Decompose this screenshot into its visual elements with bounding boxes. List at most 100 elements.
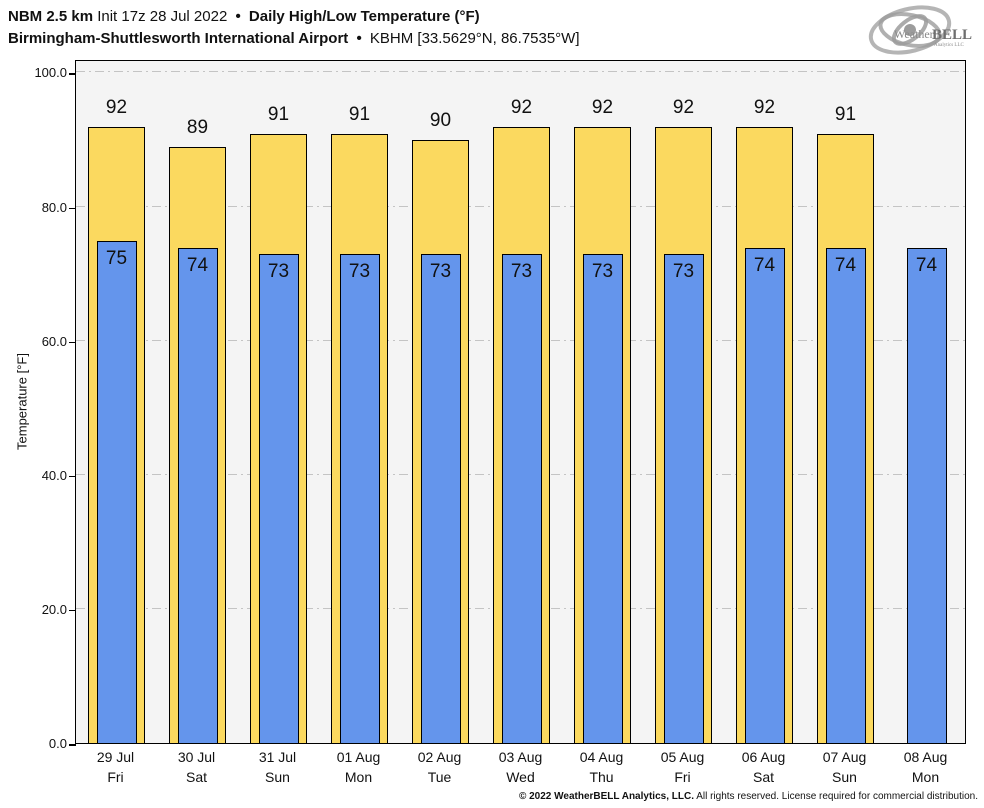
bar-group-31-Jul: 91 73 xyxy=(238,61,319,744)
x-label-day: Fri xyxy=(107,769,124,785)
product-title: Daily High/Low Temperature (°F) xyxy=(248,8,480,25)
x-tick-label-05-Aug: 05 Aug Fri xyxy=(642,747,723,787)
bar-group-01-Aug: 91 73 xyxy=(319,61,400,744)
y-tick-label-40: 40.0 xyxy=(41,467,67,483)
bar-group-02-Aug: 90 73 xyxy=(400,61,481,744)
x-tick-label-29-Jul: 29 Jul Fri xyxy=(75,747,156,787)
x-tick-label-31-Jul: 31 Jul Sun xyxy=(237,747,318,787)
copyright-footer: © 2022 WeatherBELL Analytics, LLC. All r… xyxy=(519,791,978,802)
low-value-label: 75 xyxy=(105,248,128,270)
bar-group-05-Aug: 92 73 xyxy=(643,61,724,744)
x-label-date: 04 Aug xyxy=(579,749,624,765)
copyright-regular: All rights reserved. License required fo… xyxy=(696,791,978,802)
low-bar xyxy=(501,254,542,744)
logo-analytics-text: Analytics LLC xyxy=(934,43,965,48)
x-label-day: Sat xyxy=(752,769,774,785)
y-tick-mark-60 xyxy=(69,341,76,344)
y-tick-mark-20 xyxy=(69,609,76,612)
high-value-label: 90 xyxy=(429,110,452,132)
low-value-label: 74 xyxy=(186,254,209,276)
low-bar xyxy=(96,241,137,744)
bar-group-30-Jul: 89 74 xyxy=(157,61,238,744)
bar-group-03-Aug: 92 73 xyxy=(481,61,562,744)
y-tick-mark-40 xyxy=(69,475,76,478)
high-value-label: 92 xyxy=(591,97,614,119)
y-tick-label-80: 80.0 xyxy=(41,199,67,215)
y-tick-label-60: 60.0 xyxy=(41,333,67,349)
high-value-label: 91 xyxy=(834,103,857,125)
x-label-date: 29 Jul xyxy=(96,749,135,765)
gridline-100 xyxy=(76,71,965,73)
bar-group-07-Aug: 91 74 xyxy=(805,61,886,744)
y-tick-mark-0 xyxy=(69,744,76,746)
low-bar xyxy=(906,247,947,744)
x-label-date: 02 Aug xyxy=(417,749,462,765)
title-line-1: NBM 2.5 km Init 17z 28 Jul 2022 • Daily … xyxy=(8,6,580,28)
x-label-day: Sun xyxy=(265,769,290,785)
x-tick-label-02-Aug: 02 Aug Tue xyxy=(399,747,480,787)
low-value-label: 73 xyxy=(591,261,614,283)
low-bar xyxy=(825,247,866,744)
x-label-date: 30 Jul xyxy=(177,749,216,765)
low-bar xyxy=(420,254,461,744)
y-axis-title: Temperature [°F] xyxy=(14,353,30,450)
low-value-label: 74 xyxy=(915,254,938,276)
x-label-date: 01 Aug xyxy=(336,749,381,765)
low-value-label: 73 xyxy=(672,261,695,283)
x-label-day: Wed xyxy=(506,769,535,785)
low-value-label: 73 xyxy=(348,261,371,283)
bar-group-08-Aug: 74 xyxy=(886,61,967,744)
low-bar xyxy=(339,254,380,744)
x-label-day: Tue xyxy=(427,769,452,785)
bar-group-29-Jul: 92 75 xyxy=(76,61,157,744)
plot-area: 92 75 89 74 91 73 91 73 90 73 92 73 92 73 92 73 92 74 91 74… xyxy=(75,60,966,744)
y-tick-label-0: 0.0 xyxy=(48,736,67,751)
subtitle-separator: • xyxy=(356,30,362,47)
x-label-day: Sat xyxy=(185,769,207,785)
title-line-2: Birmingham-Shuttlesworth International A… xyxy=(8,28,580,50)
x-label-day: Sun xyxy=(832,769,857,785)
high-value-label: 91 xyxy=(348,103,371,125)
low-bar xyxy=(663,254,704,744)
x-tick-label-03-Aug: 03 Aug Wed xyxy=(480,747,561,787)
bar-group-04-Aug: 92 73 xyxy=(562,61,643,744)
x-tick-label-01-Aug: 01 Aug Mon xyxy=(318,747,399,787)
x-tick-label-06-Aug: 06 Aug Sat xyxy=(723,747,804,787)
hurricane-swirl-icon xyxy=(868,5,952,55)
x-label-date: 31 Jul xyxy=(258,749,297,765)
x-label-day: Thu xyxy=(589,769,614,785)
x-label-date: 08 Aug xyxy=(903,749,948,765)
low-bar xyxy=(258,254,299,744)
x-label-date: 07 Aug xyxy=(822,749,867,765)
station-name: Birmingham-Shuttlesworth International A… xyxy=(8,30,349,47)
y-tick-label-100: 100.0 xyxy=(34,65,67,81)
x-label-day: Mon xyxy=(911,769,940,785)
bar-group-06-Aug: 92 74 xyxy=(724,61,805,744)
x-axis-labels: 29 Jul Fri 30 Jul Sat 31 Jul Sun 01 Aug Mon 02 A… xyxy=(75,747,966,789)
model-name: NBM 2.5 km xyxy=(8,8,94,25)
copyright-bold: © 2022 WeatherBELL Analytics, LLC. xyxy=(518,791,694,802)
high-value-label: 92 xyxy=(105,97,128,119)
x-tick-label-08-Aug: 08 Aug Mon xyxy=(885,747,966,787)
x-tick-label-04-Aug: 04 Aug Thu xyxy=(561,747,642,787)
station-id: KBHM [33.5629°N, 86.7535°W] xyxy=(369,30,580,47)
chart-header: NBM 2.5 km Init 17z 28 Jul 2022 • Daily … xyxy=(8,6,580,50)
x-label-date: 03 Aug xyxy=(498,749,543,765)
high-value-label: 91 xyxy=(267,103,290,125)
low-value-label: 73 xyxy=(510,261,533,283)
high-value-label: 92 xyxy=(510,97,533,119)
x-tick-label-07-Aug: 07 Aug Sun xyxy=(804,747,885,787)
high-value-label: 89 xyxy=(186,117,209,139)
high-value-label: 92 xyxy=(753,97,776,119)
x-label-date: 06 Aug xyxy=(741,749,786,765)
logo-weather-text: Weather xyxy=(894,27,934,41)
logo-bell-text: BELL xyxy=(932,27,972,43)
weatherbell-logo: Weather BELL Analytics LLC xyxy=(868,5,972,55)
low-bar xyxy=(744,247,785,744)
x-tick-label-30-Jul: 30 Jul Sat xyxy=(156,747,237,787)
y-tick-mark-80 xyxy=(69,207,76,210)
low-value-label: 73 xyxy=(267,261,290,283)
low-value-label: 74 xyxy=(834,254,857,276)
init-time: Init 17z 28 Jul 2022 xyxy=(97,8,228,25)
